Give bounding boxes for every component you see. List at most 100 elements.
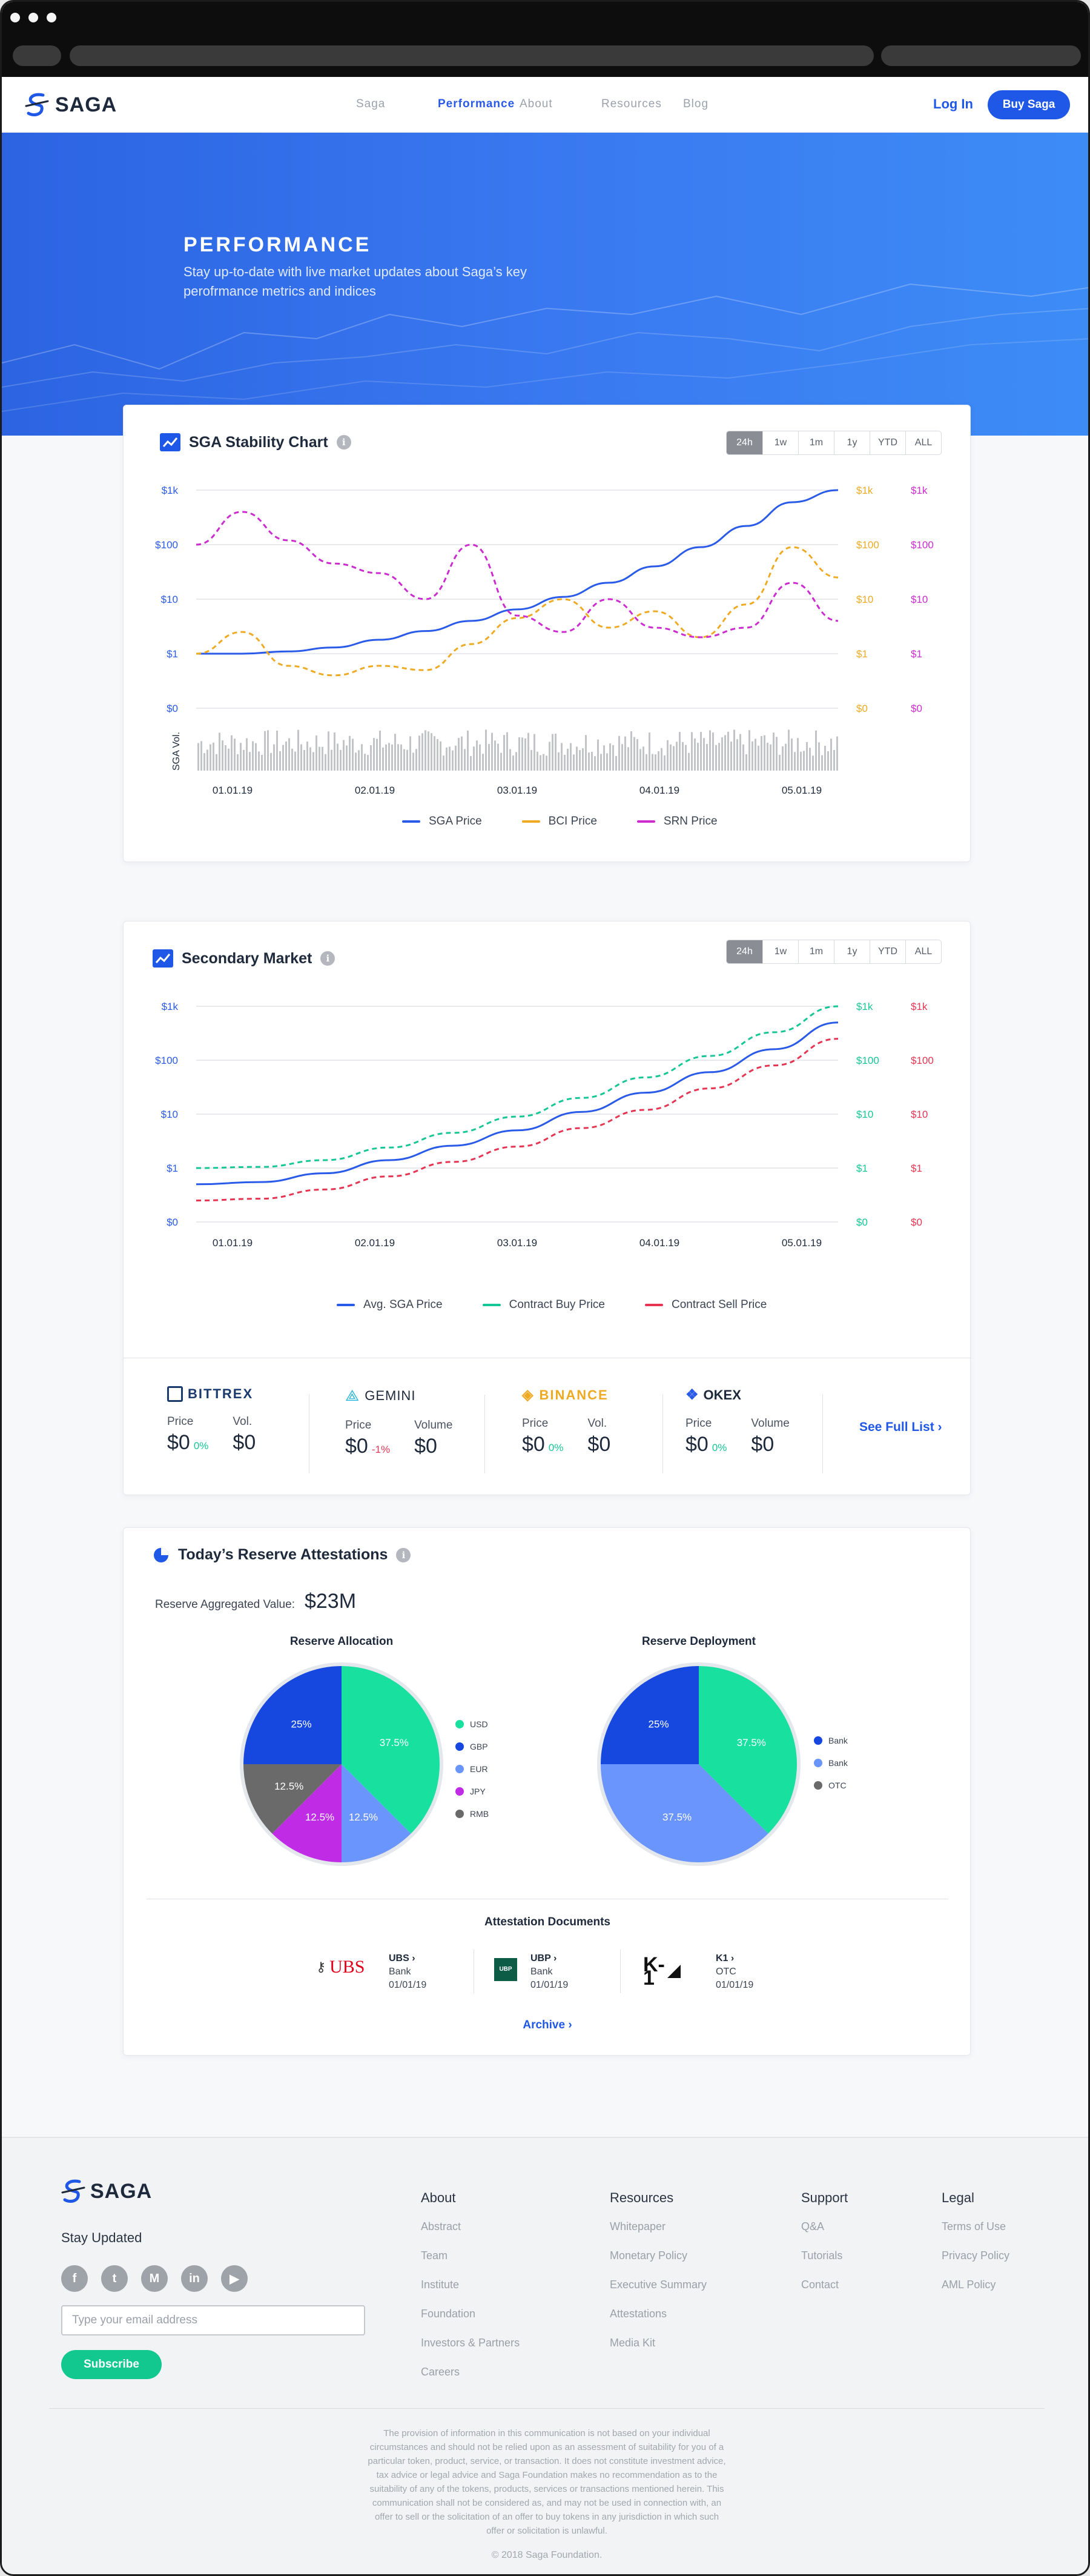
medium-icon[interactable]: M [141, 2265, 168, 2292]
nav-link-blog[interactable]: Blog [683, 98, 709, 110]
exchange-gemini[interactable]: ⟁ GEMINI Price $0 -1% Volume $0 [345, 1386, 452, 1458]
reserve-header: Today’s Reserve Attestations i [153, 1546, 411, 1564]
window-maximize-dot[interactable] [47, 13, 56, 22]
volume-bar [334, 732, 335, 771]
archive-link[interactable]: Archive › [124, 2019, 971, 2032]
legend-label: Contract Buy Price [509, 1298, 606, 1311]
volume-bar [409, 736, 411, 771]
stability-chart-legend: SGA Price BCI Price SRN Price [402, 815, 718, 828]
pie-slice-label: 12.5% [349, 1811, 378, 1823]
range-24h-button[interactable]: 24h [727, 940, 762, 963]
range-1y-button[interactable]: 1y [834, 431, 870, 454]
window-close-dot[interactable] [10, 13, 20, 22]
footer-link[interactable]: Executive Summary [610, 2279, 707, 2291]
range-1w-button[interactable]: 1w [762, 940, 798, 963]
youtube-icon[interactable]: ▶ [221, 2265, 248, 2292]
range-24h-button[interactable]: 24h [727, 431, 762, 454]
footer-link[interactable]: Contact [801, 2279, 839, 2291]
footer-link[interactable]: Whitepaper [610, 2220, 666, 2232]
footer-link[interactable]: AML Policy [942, 2279, 996, 2291]
exchange-okex[interactable]: ❖ OKEX Price $0 0% Volume $0 [685, 1386, 790, 1456]
range-1m-button[interactable]: 1m [798, 431, 834, 454]
twitter-icon[interactable]: t [101, 2265, 128, 2292]
linkedin-icon[interactable]: in [181, 2265, 208, 2292]
footer-link[interactable]: Monetary Policy [610, 2249, 688, 2262]
chart-trend-icon [153, 949, 173, 968]
footer-link[interactable]: Investors & Partners [421, 2337, 520, 2349]
nav-link-saga[interactable]: Saga [356, 98, 386, 110]
legend-dot [455, 1787, 464, 1796]
nav-link-resources[interactable]: Resources [601, 98, 662, 110]
range-ytd-button[interactable]: YTD [870, 940, 905, 963]
range-1y-button[interactable]: 1y [834, 940, 870, 963]
volume-bar [309, 747, 311, 771]
volume-bar [642, 746, 644, 771]
volume-bar [270, 752, 272, 771]
saga-logo[interactable]: SAGA [25, 91, 117, 118]
footer-link[interactable]: Tutorials [801, 2249, 843, 2262]
range-1m-button[interactable]: 1m [798, 940, 834, 963]
aggregated-value: $23M [304, 1590, 357, 1613]
hero-banner: PERFORMANCE Stay up-to-date with live ma… [2, 133, 1088, 436]
browser-back-tab[interactable] [13, 45, 61, 66]
see-full-list-link[interactable]: See Full List › [859, 1420, 942, 1434]
browser-search-bar[interactable] [881, 45, 1081, 66]
nav-link-performance[interactable]: Performance [438, 98, 515, 110]
email-input[interactable] [61, 2305, 365, 2335]
exchange-bittrex[interactable]: BITTREX Price $0 0% Vol. $0 [167, 1386, 256, 1455]
volume-bar [237, 754, 239, 771]
volume-bar [458, 737, 460, 771]
footer-link[interactable]: Team [421, 2249, 448, 2262]
window-minimize-dot[interactable] [28, 13, 38, 22]
archive-link-label[interactable]: Archive › [523, 2019, 572, 2031]
volume-bar [533, 734, 535, 771]
volume-bar [306, 742, 308, 771]
volume-bar [415, 749, 417, 771]
footer-link[interactable]: Institute [421, 2279, 460, 2291]
volume-bar [682, 742, 684, 771]
facebook-icon[interactable]: f [61, 2265, 88, 2292]
range-all-button[interactable]: ALL [905, 940, 941, 963]
volume-bar [537, 751, 538, 771]
nav-link-about[interactable]: About [520, 98, 553, 110]
volume-bar [197, 743, 199, 771]
exchange-binance[interactable]: ◈ BINANCE Price $0 0% Vol. $0 [522, 1386, 610, 1456]
volume-bar [649, 732, 650, 771]
footer-heading: About [421, 2190, 456, 2205]
footer-link[interactable]: Foundation [421, 2308, 476, 2320]
address-bar[interactable] [70, 45, 874, 66]
volume-bar [497, 743, 499, 771]
footer-link[interactable]: Terms of Use [942, 2220, 1006, 2232]
subscribe-button[interactable]: Subscribe [61, 2350, 162, 2379]
pie-slice-jpy [272, 1764, 342, 1862]
info-icon[interactable]: i [396, 1547, 411, 1562]
footer-logo[interactable]: SAGA [61, 2178, 152, 2205]
buy-saga-button[interactable]: Buy Saga [988, 90, 1070, 119]
price-label: Price [685, 1417, 712, 1430]
copyright: © 2018 Saga Foundation. [491, 2550, 603, 2560]
range-1w-button[interactable]: 1w [762, 431, 798, 454]
allocation-legend: USD GBP EUR JPY RMB [455, 1713, 489, 1825]
login-link[interactable]: Log In [933, 96, 973, 111]
footer-link[interactable]: Media Kit [610, 2337, 656, 2349]
footer-link[interactable]: Q&A [801, 2220, 825, 2232]
volume-bar [255, 743, 257, 771]
legend-swatch [645, 1304, 664, 1306]
volume-bar [685, 745, 687, 771]
x-tick-label: 03.01.19 [497, 1237, 537, 1249]
footer-link[interactable]: Privacy Policy [942, 2249, 1010, 2262]
range-all-button[interactable]: ALL [905, 431, 941, 454]
doc-name: K1 › [716, 1953, 735, 1964]
footer-link[interactable]: Abstract [421, 2220, 461, 2232]
volume-bar [715, 745, 717, 771]
range-ytd-button[interactable]: YTD [870, 431, 905, 454]
volume-bar [291, 748, 293, 771]
footer-link[interactable]: Attestations [610, 2308, 667, 2320]
volume-bar [794, 752, 796, 771]
volume-bar [279, 751, 281, 771]
footer-heading: Resources [610, 2190, 674, 2205]
info-icon[interactable]: i [336, 435, 351, 450]
footer-link[interactable]: Careers [421, 2366, 460, 2378]
price-change: 0% [548, 1442, 564, 1453]
info-icon[interactable]: i [320, 951, 335, 966]
